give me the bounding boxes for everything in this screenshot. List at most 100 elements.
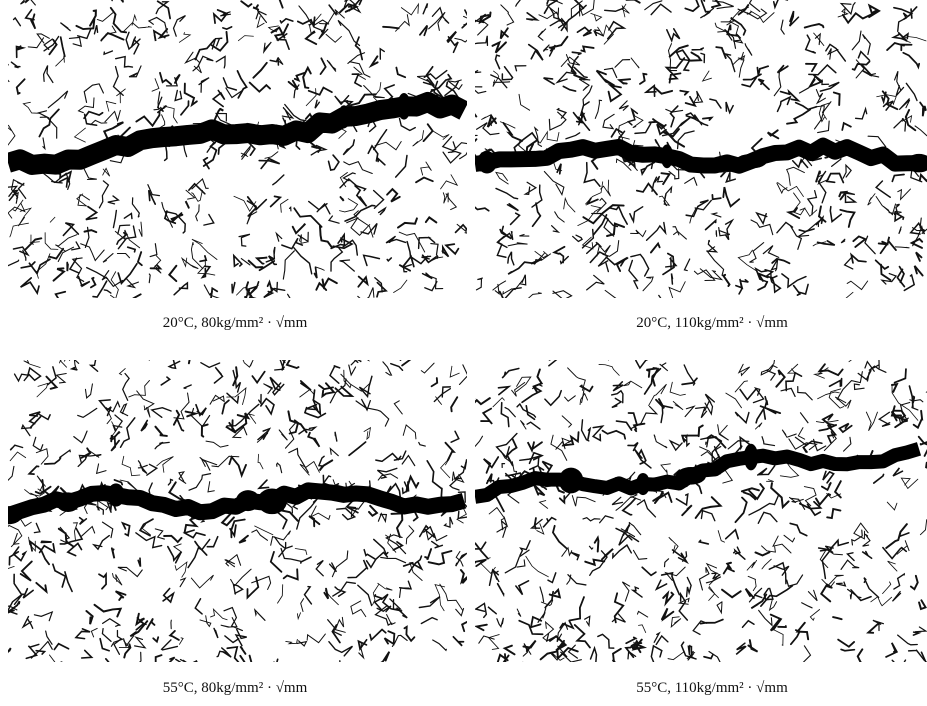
grain-boundary — [507, 251, 515, 266]
grain-boundary — [288, 447, 309, 473]
grain-boundary — [877, 240, 889, 246]
grain-boundary — [123, 22, 147, 33]
grain-boundary — [555, 437, 573, 450]
grain-boundary — [849, 592, 853, 600]
grain-boundary — [393, 450, 407, 461]
grain-boundary — [348, 364, 357, 377]
grain-boundary — [132, 293, 142, 298]
grain-boundary — [90, 119, 108, 126]
grain-boundary — [872, 473, 885, 484]
micrograph — [475, 360, 927, 662]
grain-boundary — [200, 423, 209, 438]
grain-boundary — [43, 35, 60, 52]
grain-boundary — [368, 504, 379, 517]
grain-boundary — [666, 28, 681, 43]
grain-boundary — [761, 545, 776, 553]
grain-boundary — [612, 647, 622, 662]
grain-boundary — [492, 70, 500, 87]
grain-boundary — [771, 257, 791, 265]
crack-blob — [236, 490, 260, 512]
grain-boundary — [815, 89, 826, 105]
grain-boundary — [55, 372, 67, 384]
grain-boundary — [29, 415, 42, 429]
grain-boundary — [582, 85, 593, 106]
grain-boundary — [354, 185, 368, 207]
grain-boundary — [296, 16, 316, 27]
grain-boundary — [783, 534, 796, 543]
grain-boundary — [588, 545, 594, 550]
grain-boundary — [734, 380, 748, 393]
grain-boundary — [658, 294, 662, 298]
grain-boundary — [251, 370, 266, 385]
grain-boundary — [626, 107, 639, 126]
grain-boundary — [891, 659, 907, 662]
grain-boundary — [38, 108, 60, 138]
grain-boundary — [294, 548, 308, 555]
grain-boundary — [773, 70, 782, 97]
grain-boundary — [554, 211, 565, 223]
grain-boundary — [457, 510, 467, 520]
grain-boundary — [304, 30, 318, 46]
grain-boundary — [357, 287, 375, 298]
grain-boundary — [497, 385, 512, 396]
grain-boundary — [339, 198, 359, 213]
grain-boundary — [458, 364, 467, 386]
grain-boundary — [174, 561, 188, 578]
grain-boundary — [39, 116, 58, 139]
grain-boundary — [712, 0, 734, 10]
grain-boundary — [223, 606, 244, 632]
grain-boundary — [630, 639, 643, 651]
grain-boundary — [296, 612, 301, 621]
grain-boundary — [96, 12, 114, 22]
grain-boundary — [329, 447, 339, 457]
grain-boundary — [632, 549, 648, 560]
grain-boundary — [786, 166, 805, 186]
grain-boundary — [343, 160, 373, 175]
grain-boundary — [549, 635, 568, 652]
grain-boundary — [725, 392, 742, 409]
grain-boundary — [779, 88, 801, 102]
grain-boundary — [114, 55, 134, 68]
grain-boundary — [621, 497, 637, 516]
grain-boundary — [692, 620, 708, 636]
grain-boundary — [102, 167, 111, 177]
grain-boundary — [24, 8, 35, 21]
grain-boundary — [832, 91, 841, 107]
crack-blob — [56, 492, 80, 513]
grain-boundary — [200, 265, 212, 279]
grain-boundary — [739, 388, 757, 401]
grain-boundary — [401, 487, 409, 495]
grain-boundary — [802, 645, 812, 662]
grain-boundary — [147, 16, 168, 34]
grain-boundary — [200, 458, 218, 467]
grain-boundary — [795, 621, 810, 641]
grain-boundary — [148, 273, 151, 284]
grain-boundary — [59, 360, 67, 368]
grain-boundary — [8, 551, 20, 566]
grain-boundary — [681, 504, 693, 517]
grain-boundary — [900, 477, 919, 490]
grain-boundary — [246, 196, 258, 217]
grain-boundary — [350, 382, 371, 392]
grain-boundary — [870, 596, 893, 607]
grain-boundary — [36, 33, 50, 44]
grain-boundary — [897, 188, 911, 201]
grain-boundary — [914, 125, 927, 137]
grain-boundary — [107, 195, 120, 205]
grain-boundary — [293, 84, 300, 99]
grain-boundary — [382, 25, 400, 30]
grain-boundary — [80, 447, 92, 459]
grain-boundary — [420, 161, 432, 176]
grain-boundary — [233, 195, 257, 213]
grain-boundary — [8, 189, 20, 202]
grain-boundary — [435, 396, 443, 406]
grain-boundary — [786, 363, 799, 374]
grain-boundary — [773, 629, 784, 646]
grain-boundary — [630, 57, 640, 69]
grain-boundary — [83, 110, 104, 120]
grain-boundary — [668, 44, 689, 58]
grain-boundary — [296, 640, 308, 647]
grain-boundary — [140, 419, 149, 432]
grain-boundary — [882, 581, 892, 595]
grain-boundary — [837, 638, 856, 648]
